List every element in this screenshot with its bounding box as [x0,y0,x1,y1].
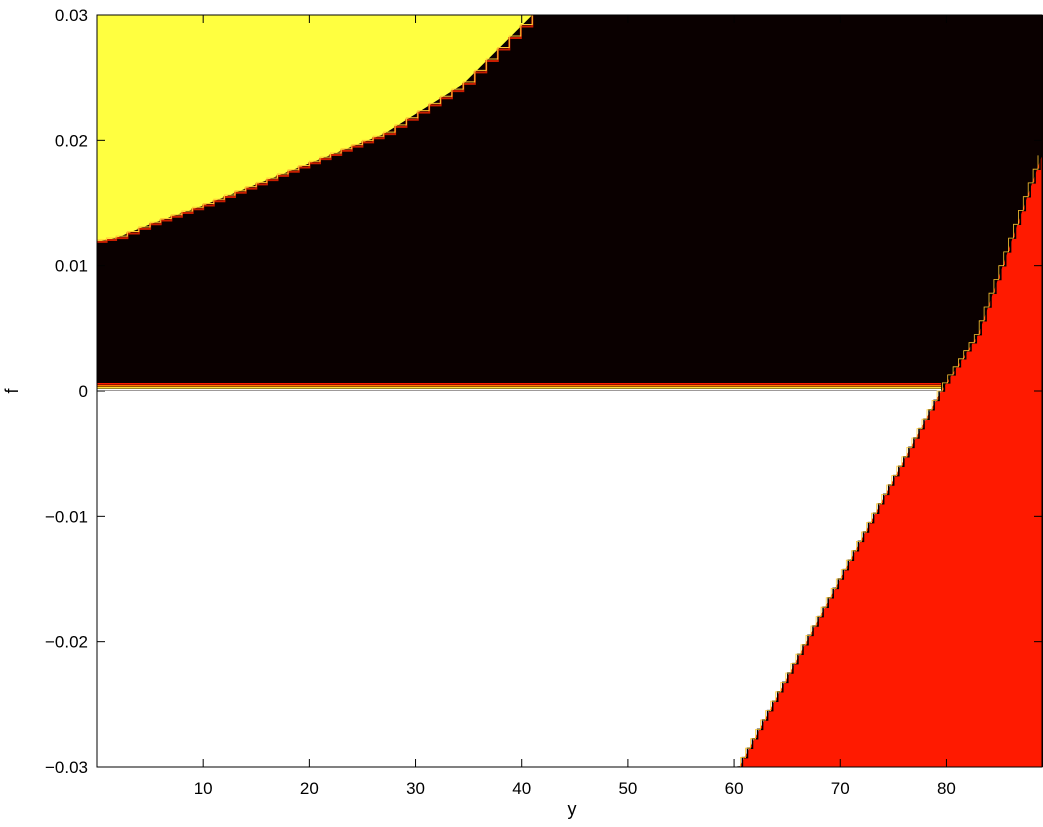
x-tick-label: 30 [406,779,425,798]
x-tick-label: 70 [831,779,850,798]
zero-line-band [97,387,942,389]
zero-line-band [97,383,942,385]
x-axis-label: y [568,799,577,819]
x-tick-label: 80 [937,779,956,798]
region-white [97,391,942,767]
region-red [739,155,1042,767]
y-tick-label: 0 [79,382,88,401]
y-tick-label: 0.03 [55,6,88,25]
x-tick-label: 10 [194,779,213,798]
y-axis-label: f [2,388,22,394]
y-tick-label: −0.01 [45,507,88,526]
x-tick-label: 50 [618,779,637,798]
x-tick-label: 20 [300,779,319,798]
y-tick-label: 0.01 [55,257,88,276]
y-tick-label: −0.02 [45,633,88,652]
x-tick-label: 60 [725,779,744,798]
red-boundary-edge-highlight [735,155,1039,767]
x-tick-label: 40 [512,779,531,798]
plot-area [97,15,1043,767]
zero-line-band [97,385,942,387]
axis-ticks: 10 20 30 40 50 60 70 80 −0.03 −0.02 −0.01 0 0.01 0.02… [45,6,1042,798]
y-tick-label: 0.02 [55,131,88,150]
zero-line-band [97,389,942,391]
yellow-boundary-edge-highlight [97,15,533,241]
y-tick-label: −0.03 [45,758,88,777]
region-yellow [97,15,533,242]
